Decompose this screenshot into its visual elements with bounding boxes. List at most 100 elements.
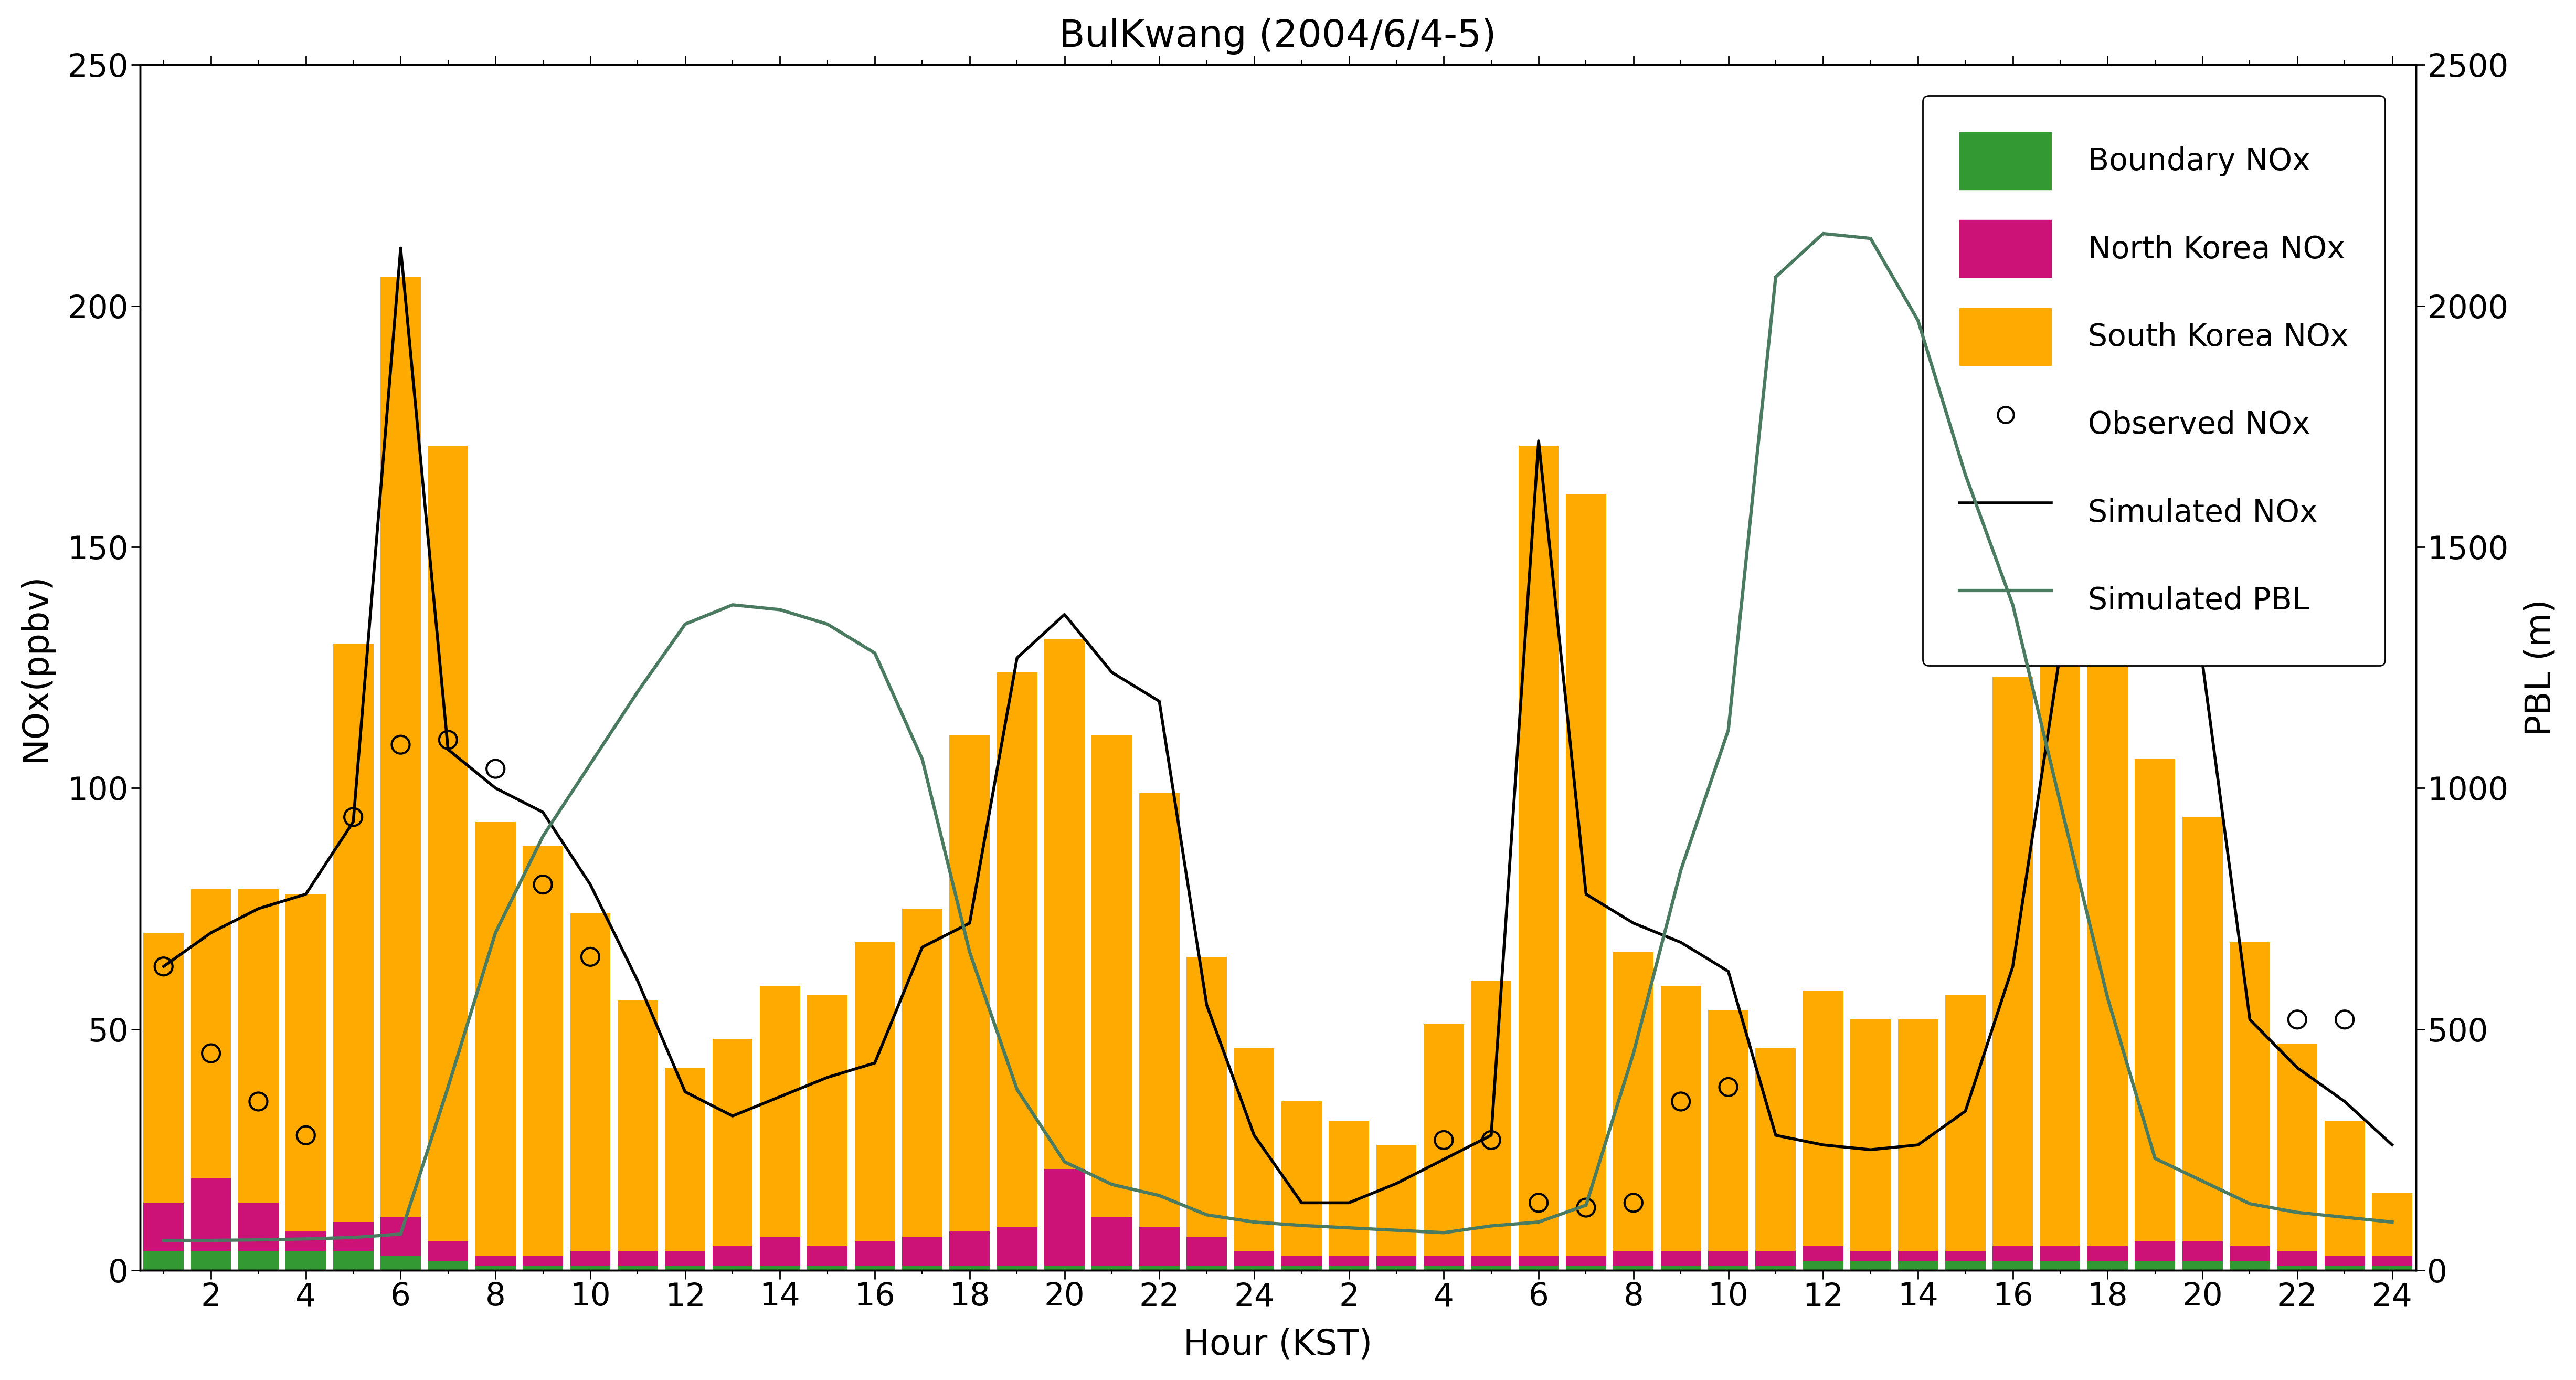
Bar — [1092, 736, 1131, 1217]
Bar — [428, 1242, 469, 1261]
Simulated PBL — [433, 1079, 464, 1096]
Bar — [1376, 1256, 1417, 1265]
Simulated PBL — [765, 602, 796, 618]
Bar — [1188, 956, 1226, 1236]
Bar — [2136, 1242, 2174, 1261]
Bar — [1945, 1261, 1986, 1270]
Bar — [2087, 1246, 2128, 1261]
Bar — [1945, 995, 1986, 1252]
Bar — [237, 1252, 278, 1270]
Bar — [1280, 1256, 1321, 1265]
Simulated PBL — [1808, 225, 1839, 241]
X-axis label: Hour (KST): Hour (KST) — [1182, 1328, 1373, 1362]
Simulated PBL — [479, 925, 510, 941]
Simulated NOx — [1808, 1137, 1839, 1154]
Bar — [1139, 793, 1180, 1227]
Bar — [760, 1236, 801, 1265]
Bar — [618, 1252, 657, 1265]
Bar — [1043, 1265, 1084, 1270]
Observed NOx — [1422, 1129, 1463, 1151]
Bar — [569, 1265, 611, 1270]
Bar — [714, 1246, 752, 1265]
Observed NOx — [286, 1125, 327, 1147]
Line: Simulated PBL: Simulated PBL — [162, 233, 2393, 1241]
Bar — [1234, 1265, 1275, 1270]
Observed NOx — [1566, 1196, 1607, 1219]
Bar — [1234, 1252, 1275, 1265]
Bar — [2372, 1256, 2411, 1265]
Bar — [569, 914, 611, 1252]
Observed NOx — [1517, 1192, 1558, 1214]
Bar — [1945, 1252, 1986, 1261]
Line: Simulated NOx: Simulated NOx — [162, 248, 2393, 1203]
Bar — [1994, 678, 2032, 1246]
Bar — [381, 1217, 420, 1256]
Bar — [1566, 494, 1607, 1256]
Simulated PBL — [953, 944, 984, 960]
Simulated NOx — [2378, 1137, 2409, 1154]
Bar — [2231, 943, 2269, 1246]
Bar — [1471, 981, 1512, 1256]
Bar — [191, 889, 232, 1179]
Title: BulKwang (2004/6/4-5): BulKwang (2004/6/4-5) — [1059, 18, 1497, 54]
Bar — [1850, 1252, 1891, 1261]
Simulated PBL — [2233, 1195, 2264, 1212]
Bar — [855, 943, 894, 1242]
Simulated NOx — [1950, 1103, 1981, 1119]
Bar — [2372, 1265, 2411, 1270]
Simulated PBL — [574, 756, 605, 773]
Simulated NOx — [1427, 1151, 1458, 1167]
Bar — [1708, 1252, 1749, 1265]
Simulated NOx — [479, 780, 510, 796]
Simulated NOx — [1190, 996, 1221, 1013]
Simulated NOx — [860, 1054, 891, 1071]
Bar — [997, 1227, 1038, 1265]
Simulated PBL — [1904, 312, 1935, 328]
Bar — [523, 1256, 564, 1265]
Observed NOx — [1662, 1090, 1703, 1112]
Observed NOx — [332, 806, 374, 828]
Bar — [286, 1252, 327, 1270]
Bar — [997, 1265, 1038, 1270]
Simulated NOx — [2329, 1093, 2360, 1110]
Bar — [569, 1252, 611, 1265]
Bar — [665, 1068, 706, 1252]
Bar — [1662, 1265, 1700, 1270]
Bar — [1708, 1265, 1749, 1270]
Simulated PBL — [1855, 230, 1886, 247]
Bar — [1662, 1252, 1700, 1265]
Simulated NOx — [2187, 654, 2218, 671]
Simulated NOx — [811, 1070, 842, 1086]
Simulated NOx — [1002, 650, 1033, 667]
Bar — [428, 1261, 469, 1270]
Simulated PBL — [1190, 1206, 1221, 1223]
Bar — [2324, 1256, 2365, 1265]
Simulated NOx — [1285, 1195, 1316, 1212]
Simulated PBL — [907, 751, 938, 767]
Simulated NOx — [953, 915, 984, 932]
Bar — [1613, 1265, 1654, 1270]
Bar — [1899, 1252, 1937, 1261]
Simulated NOx — [1144, 693, 1175, 709]
Observed NOx — [523, 874, 564, 896]
Bar — [1517, 1265, 1558, 1270]
Simulated PBL — [528, 828, 559, 845]
Bar — [2372, 1194, 2411, 1256]
Bar — [477, 1265, 515, 1270]
Bar — [951, 736, 989, 1232]
Bar — [428, 446, 469, 1242]
Bar — [1803, 1246, 1844, 1261]
Bar — [714, 1039, 752, 1246]
Simulated NOx — [2092, 596, 2123, 613]
Simulated PBL — [1048, 1154, 1079, 1170]
Simulated NOx — [765, 1089, 796, 1105]
Bar — [1566, 1265, 1607, 1270]
Simulated PBL — [386, 1225, 417, 1242]
Bar — [1092, 1265, 1131, 1270]
Bar — [1662, 985, 1700, 1252]
Bar — [855, 1265, 894, 1270]
Simulated NOx — [1334, 1195, 1365, 1212]
Simulated PBL — [1996, 596, 2027, 613]
Bar — [191, 1252, 232, 1270]
Bar — [855, 1242, 894, 1265]
